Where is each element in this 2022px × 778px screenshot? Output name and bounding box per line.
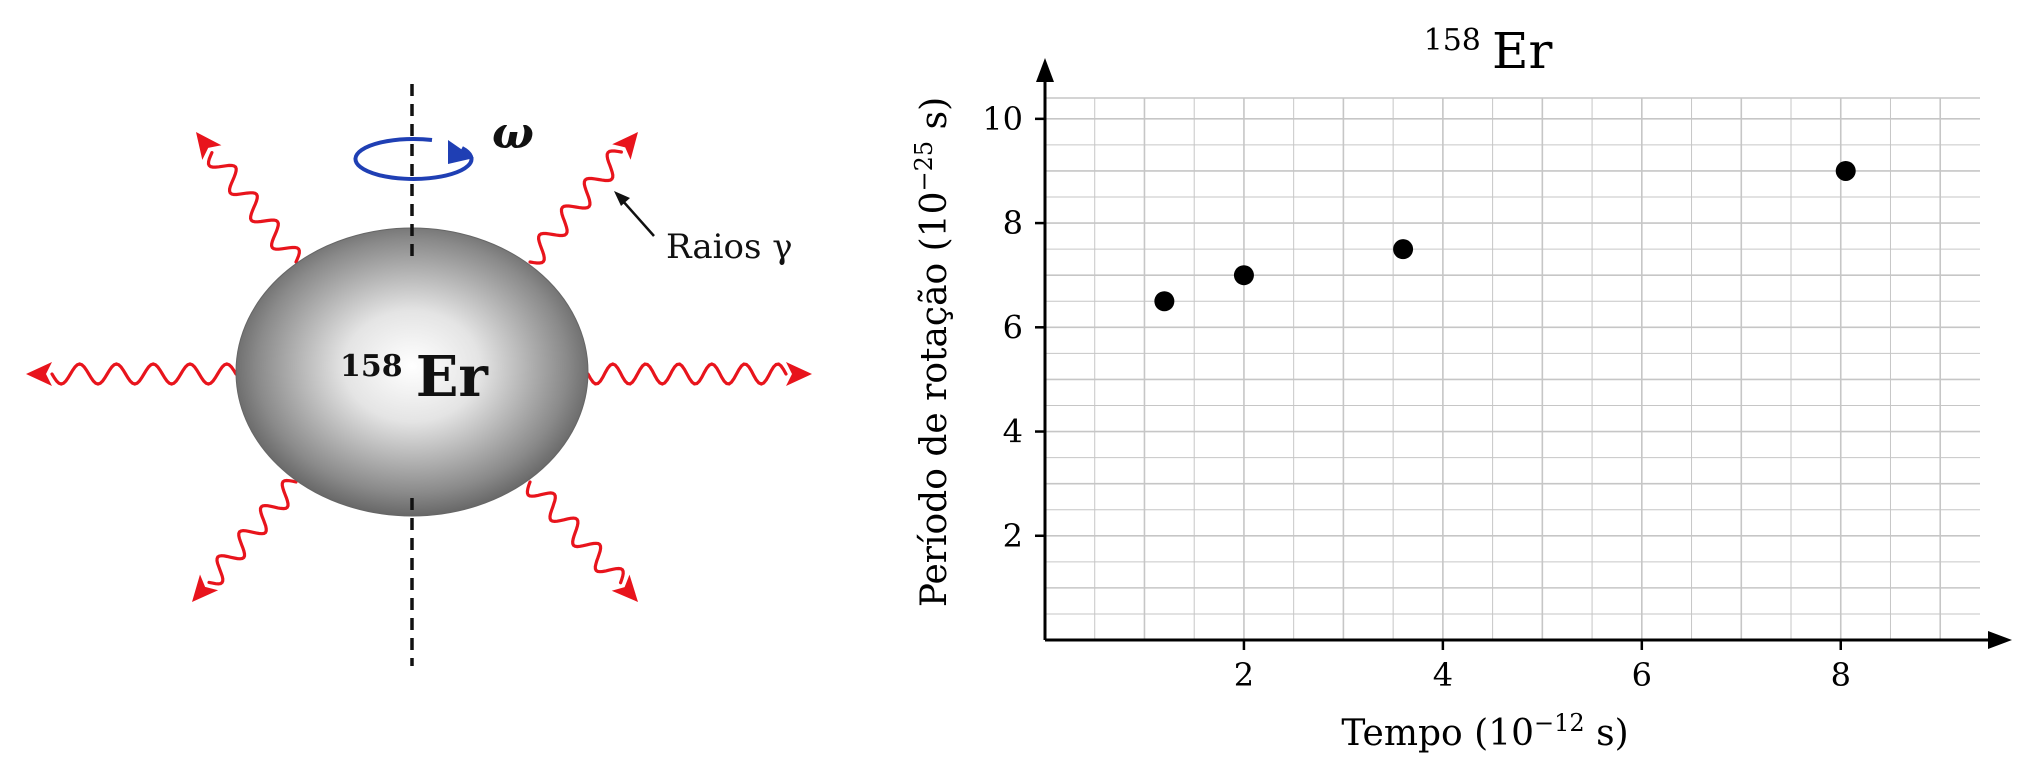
rays-pointer-head [614, 191, 630, 206]
gamma-ray-left [26, 362, 238, 386]
data-point [1233, 265, 1254, 286]
gamma-ray-upper-right-arrowhead [612, 132, 638, 160]
gamma-ray-upper-left-wave [206, 151, 301, 264]
gamma-ray-upper-left [196, 132, 301, 264]
y-axis-label: Período de rotação (10−25 s) [910, 97, 955, 607]
y-tick-label: 10 [982, 100, 1023, 138]
rotation-arrow [353, 136, 474, 181]
gamma-ray-lower-left [192, 478, 298, 602]
x-axis-label: Tempo (10−12 s) [1341, 709, 1628, 754]
x-tick-label: 8 [1831, 656, 1851, 694]
gamma-ray-lower-left-arrowhead [192, 574, 219, 602]
chart: 2 4 6 8 2 4 6 8 10 158 Er Tempo (10−12 s) Períod… [910, 22, 2012, 754]
chart-points [1154, 160, 1856, 312]
nucleus [235, 227, 589, 517]
gamma-ray-upper-right [528, 132, 638, 265]
gamma-ray-left-wave [50, 362, 238, 386]
x-axis-arrowhead [1988, 631, 2012, 649]
gamma-ray-right [586, 362, 812, 386]
gamma-rays [26, 132, 812, 602]
nucleus-diagram: ω Raios γ 158 Er [26, 84, 812, 666]
y-axis-label-exponent: −25 [910, 141, 938, 192]
gamma-ray-right-wave [586, 362, 788, 386]
y-axis-label-unit: s) [914, 97, 955, 141]
gamma-ray-lower-right [525, 480, 638, 602]
data-point [1154, 291, 1175, 312]
chart-grid [1045, 97, 1980, 640]
x-tick-label: 6 [1632, 656, 1652, 694]
x-axis-label-base: Tempo (10 [1341, 713, 1534, 754]
gamma-ray-lower-left-wave [207, 478, 298, 586]
gamma-ray-lower-right-arrowhead [611, 574, 638, 602]
nucleus-label: 158 Er [340, 344, 489, 410]
x-tick-label: 4 [1433, 656, 1453, 694]
y-tick-label: 4 [1003, 413, 1023, 451]
x-axis-label-exponent: −12 [1534, 709, 1585, 737]
gamma-ray-left-arrowhead [26, 362, 52, 386]
x-axis-label-unit: s) [1585, 713, 1629, 754]
y-tick-label: 6 [1003, 308, 1023, 346]
y-tick-label: 8 [1003, 204, 1023, 242]
x-tick-label: 2 [1234, 656, 1254, 694]
nucleus-symbol: Er [416, 344, 490, 410]
gamma-ray-upper-right-wave [528, 149, 623, 265]
chart-title: 158 Er [1424, 22, 1553, 80]
y-axis-arrowhead [1036, 58, 1054, 82]
chart-ticks: 2 4 6 8 2 4 6 8 10 [982, 100, 1851, 694]
y-tick-label: 2 [1003, 517, 1023, 555]
chart-title-mass: 158 [1424, 23, 1481, 58]
gamma-ray-upper-left-arrowhead [196, 132, 222, 160]
nucleus-mass-number: 158 [340, 349, 403, 384]
y-axis-label-base: Período de rotação (10 [914, 191, 955, 607]
data-point [1393, 239, 1414, 260]
gamma-ray-lower-right-wave [525, 480, 625, 585]
chart-title-symbol: Er [1492, 22, 1552, 80]
rotation-arrowhead [448, 140, 474, 164]
omega-label: ω [492, 108, 534, 159]
rays-label: Raios γ [666, 227, 793, 267]
gamma-ray-right-arrowhead [786, 362, 812, 386]
data-point [1835, 160, 1856, 181]
rays-pointer [621, 199, 655, 237]
